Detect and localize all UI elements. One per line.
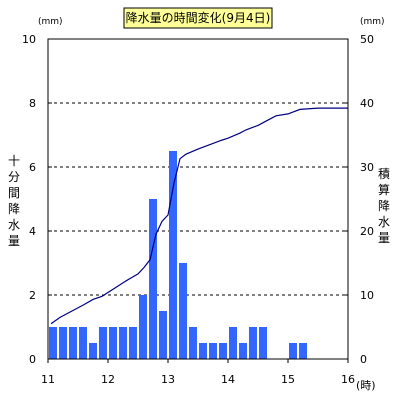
bar — [68, 327, 77, 359]
x-tick-label: 14 — [221, 373, 235, 386]
bar — [59, 327, 68, 359]
bar — [259, 327, 267, 359]
bar — [179, 263, 188, 359]
left-tick-label: 4 — [29, 225, 36, 238]
bar — [289, 343, 297, 359]
title-box — [123, 7, 273, 29]
x-tick-label: 16 — [341, 373, 355, 386]
bar — [49, 327, 57, 359]
left-tick-label: 2 — [29, 289, 36, 302]
bar — [98, 327, 107, 359]
left-tick-label: 10 — [22, 33, 36, 46]
x-tick-label: 13 — [161, 373, 175, 386]
bar — [248, 327, 257, 359]
left-axis-label-char: 間 — [8, 186, 20, 200]
right-tick-label: 20 — [360, 225, 374, 238]
bar — [89, 343, 98, 359]
chart-title: 降水量の時間変化(9月4日) — [126, 10, 271, 25]
left-axis-label-char: 分 — [8, 170, 20, 184]
right-tick-label: 50 — [360, 33, 374, 46]
bar — [139, 295, 147, 359]
bar — [209, 343, 218, 359]
x-axis-ticks: 11 12 13 14 15 16 — [41, 359, 355, 386]
x-tick-label: 12 — [101, 373, 115, 386]
bar — [149, 199, 158, 359]
bar — [188, 327, 197, 359]
x-tick-label: 11 — [41, 373, 55, 386]
plot-frame — [47, 38, 349, 360]
left-axis-ticks: 0 2 4 6 8 10 — [22, 33, 52, 366]
bar — [169, 151, 177, 359]
bar — [199, 343, 207, 359]
left-axis-label-char: 十 — [8, 154, 20, 168]
bar — [218, 343, 227, 359]
left-axis-label-char: 水 — [8, 218, 20, 232]
bar — [119, 327, 128, 359]
left-tick-label: 8 — [29, 97, 36, 110]
right-tick-label: 30 — [360, 161, 374, 174]
bar-series — [49, 151, 308, 359]
right-axis-label-char: 積 — [378, 166, 390, 181]
bar — [128, 327, 137, 359]
right-tick-label: 40 — [360, 97, 374, 110]
right-axis-unit: (mm) — [360, 17, 385, 27]
left-axis-label-char: 量 — [8, 234, 20, 248]
left-axis-label-char: 降 — [8, 202, 20, 216]
left-tick-label: 0 — [29, 353, 36, 366]
right-axis-label-char: 算 — [378, 182, 390, 197]
cumulative-line — [50, 107, 348, 325]
x-tick-label: 15 — [281, 373, 295, 386]
right-axis-label-char: 量 — [378, 231, 390, 245]
x-axis-unit: (時) — [356, 379, 376, 392]
right-axis-label-char: 水 — [378, 215, 390, 229]
bar — [158, 311, 167, 359]
line-series — [50, 107, 348, 325]
bar — [79, 327, 87, 359]
bar — [229, 327, 237, 359]
bar — [109, 327, 117, 359]
right-axis-label-char: 降 — [378, 199, 390, 213]
right-tick-label: 0 — [360, 353, 367, 366]
right-tick-label: 10 — [360, 289, 374, 302]
left-tick-label: 6 — [29, 161, 36, 174]
bar — [239, 343, 248, 359]
bar — [299, 343, 308, 359]
right-axis-ticks: 0 10 20 30 40 50 — [344, 33, 374, 366]
left-axis-unit: (mm) — [38, 17, 63, 27]
grid-lines — [48, 102, 348, 296]
